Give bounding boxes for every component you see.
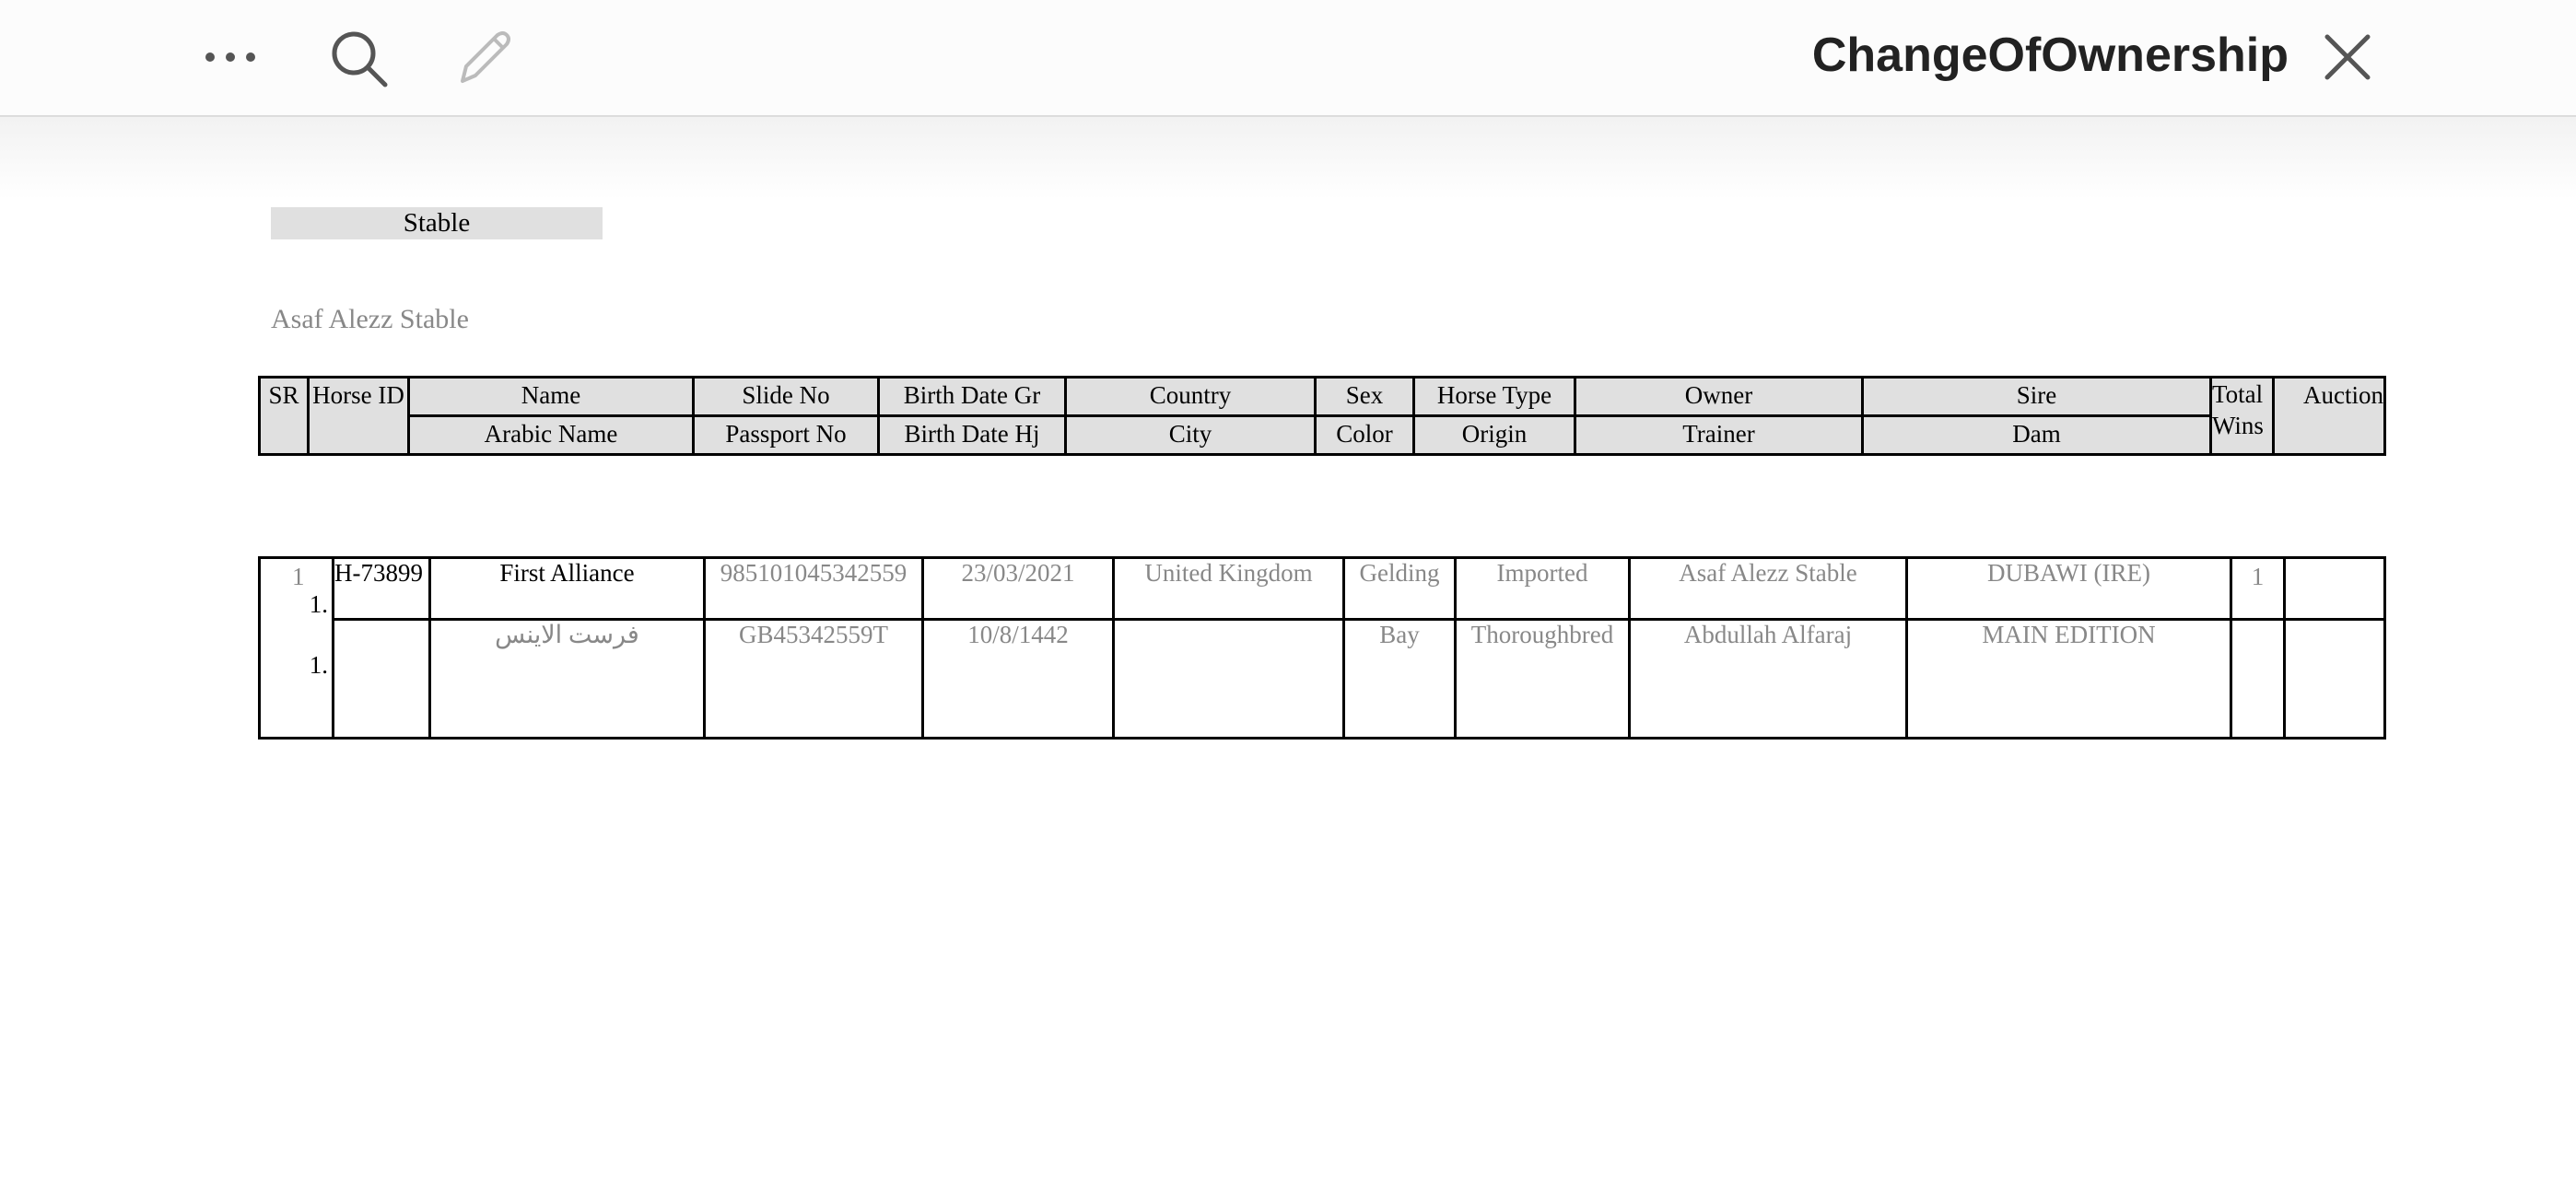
header-owner: Owner	[1574, 376, 1864, 417]
sr-value: 1	[292, 563, 305, 590]
cell-trainer: Abdullah Alfaraj	[1628, 618, 1908, 740]
cell-sex: Gelding	[1342, 556, 1457, 621]
header-horse-type: Horse Type	[1412, 376, 1576, 417]
header-sr: SR	[258, 376, 310, 456]
cell-auction	[2283, 556, 2386, 621]
sr-number-1: 1.	[309, 590, 328, 618]
search-icon[interactable]	[330, 29, 389, 88]
cell-color: Bay	[1342, 618, 1457, 740]
cell-empty-1	[2230, 618, 2286, 740]
cell-origin: Thoroughbred	[1454, 618, 1631, 740]
header-birth-hj: Birth Date Hj	[877, 414, 1067, 456]
cell-birth-gr: 23/03/2021	[921, 556, 1115, 621]
sr-number-2: 1.	[309, 651, 328, 679]
toolbar: ChangeOfOwnership	[0, 0, 2576, 117]
header-total-wins: Total Wins	[2209, 376, 2275, 456]
cell-horse-id: H-73899	[332, 556, 431, 621]
header-origin: Origin	[1412, 414, 1576, 456]
cell-sire: DUBAWI (IRE)	[1905, 556, 2232, 621]
header-auction: Auction	[2272, 376, 2386, 456]
header-table: SR Horse ID Name Slide No Birth Date Gr …	[258, 376, 2386, 456]
header-passport-no: Passport No	[692, 414, 880, 456]
header-color: Color	[1314, 414, 1415, 456]
table-row[interactable]: 1 1. 1. H-73899 First Alliance 985101045…	[258, 556, 2386, 740]
header-city: City	[1064, 414, 1317, 456]
header-trainer: Trainer	[1574, 414, 1864, 456]
toolbar-shadow	[0, 117, 2576, 200]
cell-country: United Kingdom	[1112, 556, 1345, 621]
header-slide-no: Slide No	[692, 376, 880, 417]
header-total: Total	[2212, 380, 2264, 408]
cell-dam: MAIN EDITION	[1905, 618, 2232, 740]
header-wins: Wins	[2212, 412, 2264, 439]
cell-sr: 1 1. 1.	[258, 556, 334, 740]
cell-passport-no: GB45342559T	[703, 618, 924, 740]
cell-arabic-name: فرست الاينس	[428, 618, 706, 740]
pencil-icon[interactable]	[455, 28, 514, 87]
stable-name: Asaf Alezz Stable	[271, 304, 469, 334]
header-birth-gr: Birth Date Gr	[877, 376, 1067, 417]
cell-slide-no: 985101045342559	[703, 556, 924, 621]
cell-total-wins: 1	[2230, 556, 2286, 621]
cell-name: First Alliance	[428, 556, 706, 621]
page-title: ChangeOfOwnership	[1811, 29, 2289, 82]
more-icon[interactable]	[205, 48, 256, 66]
header-sex: Sex	[1314, 376, 1415, 417]
stable-label: Stable	[271, 207, 603, 239]
cell-birth-hj: 10/8/1442	[921, 618, 1115, 740]
header-arabic-name: Arabic Name	[407, 414, 695, 456]
cell-empty-2	[2283, 618, 2386, 740]
cell-owner: Asaf Alezz Stable	[1628, 556, 1908, 621]
header-name: Name	[407, 376, 695, 417]
table-row[interactable]: فرست الاينس GB45342559T 10/8/1442 Bay Th…	[260, 618, 2386, 740]
header-dam: Dam	[1861, 414, 2212, 456]
cell-horse-type: Imported	[1454, 556, 1631, 621]
header-sire: Sire	[1861, 376, 2212, 417]
horse-table: 1 1. 1. H-73899 First Alliance 985101045…	[258, 556, 2386, 740]
header-horse-id: Horse ID	[307, 376, 410, 456]
cell-horse-id-2	[332, 618, 431, 740]
close-icon[interactable]	[2324, 33, 2371, 81]
header-country: Country	[1064, 376, 1317, 417]
cell-city	[1112, 618, 1345, 740]
